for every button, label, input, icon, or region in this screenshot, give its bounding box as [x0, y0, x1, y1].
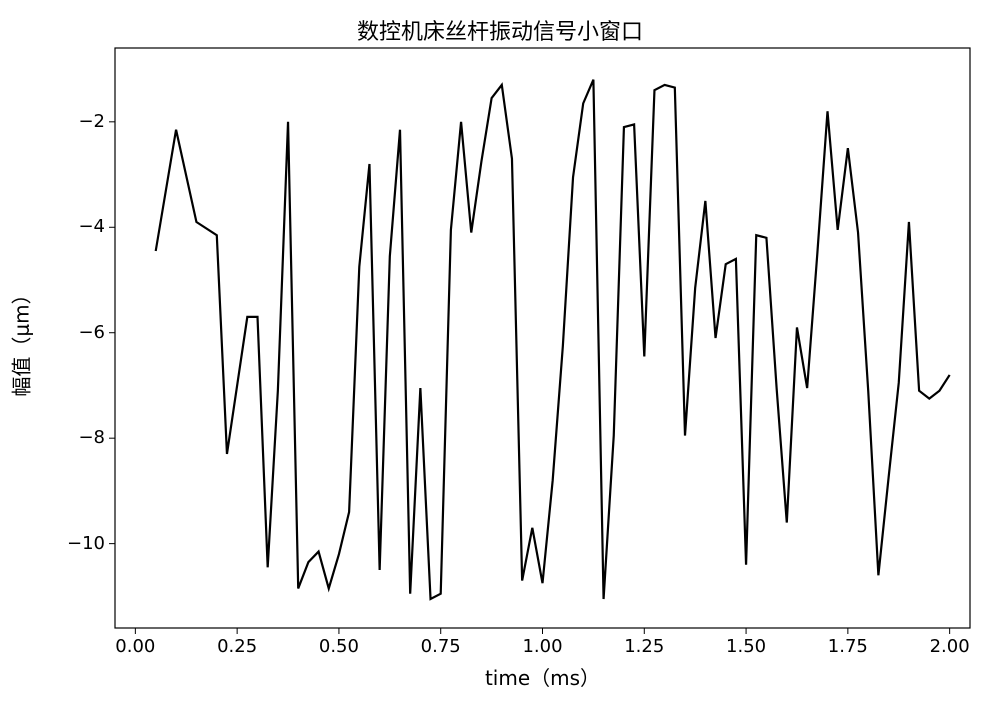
- y-tick-label: −10: [67, 533, 105, 554]
- x-tick-label: 1.50: [716, 636, 776, 657]
- x-tick-label: 2.00: [920, 636, 980, 657]
- x-axis-label: time（ms）: [115, 662, 970, 691]
- y-tick-label: −6: [78, 322, 105, 343]
- y-tick-label: −8: [78, 427, 105, 448]
- x-tick-label: 0.50: [309, 636, 369, 657]
- x-tick-label: 1.25: [614, 636, 674, 657]
- y-tick-label: −2: [78, 111, 105, 132]
- x-tick-label: 0.00: [105, 636, 165, 657]
- y-tick-label: −4: [78, 216, 105, 237]
- x-tick-label: 0.75: [411, 636, 471, 657]
- x-tick-label: 0.25: [207, 636, 267, 657]
- x-tick-label: 1.75: [818, 636, 878, 657]
- figure: 数控机床丝杆振动信号小窗口 幅值（μm） time（ms） 0.000.250.…: [0, 0, 1000, 708]
- x-tick-label: 1.00: [513, 636, 573, 657]
- plot-axes: [0, 0, 1000, 708]
